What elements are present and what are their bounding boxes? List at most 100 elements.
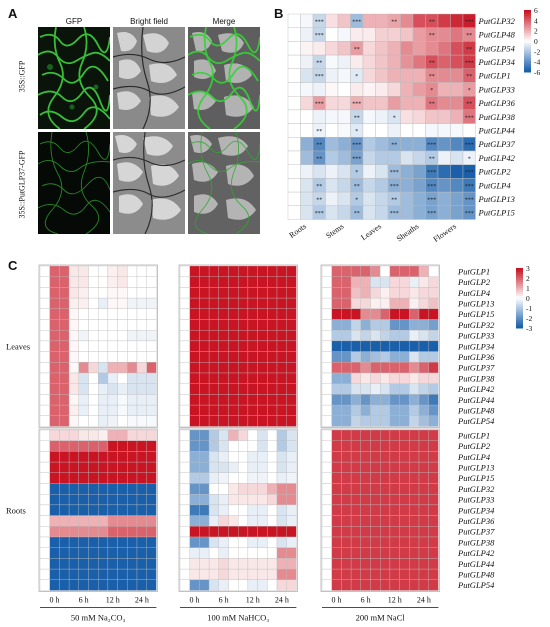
- cell-c: [59, 362, 70, 374]
- cell-c: [418, 579, 429, 591]
- cell-c: [321, 547, 332, 559]
- cell-c: [189, 297, 200, 309]
- cell-c: [428, 504, 439, 516]
- micrograph-bright-glp37: [113, 132, 185, 234]
- cell-c: [199, 579, 210, 591]
- cell-c: [68, 319, 79, 331]
- cell-c: [199, 319, 210, 331]
- cell-c: [238, 504, 249, 516]
- sig-marker: ***: [352, 102, 361, 108]
- sig-marker: ***: [465, 60, 474, 66]
- cell-c: [276, 558, 287, 570]
- cell-b: [400, 95, 414, 111]
- cell-c: [189, 351, 200, 363]
- sig-marker: **: [354, 115, 360, 121]
- cell-b: [450, 123, 464, 138]
- cell-c: [257, 568, 268, 580]
- cell-c: [218, 362, 229, 374]
- cell-c: [389, 383, 400, 395]
- cell-c: [418, 383, 429, 395]
- sig-marker: **: [316, 184, 322, 190]
- cell-c: [321, 526, 332, 538]
- cell-c: [136, 461, 147, 473]
- cell-c: [341, 394, 352, 406]
- cell-c: [39, 472, 50, 484]
- cell-c: [370, 515, 381, 527]
- cell-c: [257, 515, 268, 527]
- cell-c: [286, 526, 297, 538]
- colorbar-c-step: [516, 290, 523, 293]
- cell-c: [59, 340, 70, 352]
- cell-c: [199, 362, 210, 374]
- cell-c: [321, 340, 332, 352]
- cell-c: [238, 394, 249, 406]
- cell-c: [341, 483, 352, 495]
- cell-c: [218, 440, 229, 452]
- cell-c: [399, 394, 410, 406]
- cell-c: [98, 536, 109, 548]
- cell-c: [78, 297, 89, 309]
- cell-c: [146, 515, 157, 527]
- cell-c: [418, 461, 429, 473]
- cell-c: [238, 483, 249, 495]
- cell-c: [59, 429, 70, 441]
- cell-b: [387, 54, 401, 69]
- cell-c: [341, 340, 352, 352]
- colorbar-b-step: [524, 10, 531, 13]
- cell-c: [179, 472, 190, 484]
- cell-c: [331, 483, 342, 495]
- cell-c: [350, 308, 361, 320]
- cell-c: [389, 451, 400, 463]
- cell-b: [362, 191, 376, 207]
- cell-b: [400, 82, 414, 97]
- gene-label-roots: PutGLP48: [457, 569, 495, 579]
- cell-b: [350, 54, 364, 69]
- sig-marker: *: [468, 156, 471, 162]
- cell-c: [360, 319, 371, 331]
- cell-c: [199, 404, 210, 416]
- cell-c: [428, 383, 439, 395]
- gene-label-leaves: PutGLP54: [457, 416, 495, 426]
- cell-c: [146, 547, 157, 559]
- cell-b: [300, 205, 314, 220]
- cell-c: [321, 265, 332, 277]
- cell-b: [400, 123, 414, 138]
- sig-marker: ***: [390, 184, 399, 190]
- cell-c: [39, 394, 50, 406]
- cell-b: [325, 13, 339, 28]
- cell-b: [337, 178, 351, 193]
- cell-b: [325, 68, 339, 83]
- cell-c: [360, 429, 371, 441]
- cell-c: [321, 558, 332, 570]
- tissue-label: Sheaths: [395, 222, 421, 244]
- cell-c: [389, 415, 400, 427]
- cell-c: [238, 461, 249, 473]
- cell-c: [247, 394, 258, 406]
- cell-c: [189, 394, 200, 406]
- cell-b: [325, 82, 339, 97]
- cell-c: [399, 536, 410, 548]
- cell-b: [437, 109, 451, 124]
- cell-c: [136, 515, 147, 527]
- cell-c: [68, 351, 79, 363]
- cell-c: [218, 351, 229, 363]
- cell-c: [360, 265, 371, 277]
- cell-b: [450, 137, 464, 152]
- cell-c: [228, 330, 239, 342]
- cell-c: [247, 383, 258, 395]
- colorbar-c-step: [516, 286, 523, 289]
- cell-c: [360, 504, 371, 516]
- cell-c: [350, 383, 361, 395]
- cell-c: [88, 579, 99, 591]
- cell-c: [247, 536, 258, 548]
- cell-b: [375, 178, 389, 193]
- cell-b: [350, 27, 364, 42]
- micrograph-merge-glp37: [188, 132, 260, 234]
- colorbar-b-step: [524, 61, 531, 65]
- cell-c: [331, 494, 342, 506]
- cell-c: [117, 383, 128, 395]
- cell-c: [59, 351, 70, 363]
- cell-c: [117, 451, 128, 463]
- cell-c: [199, 504, 210, 516]
- colorbar-c-step: [516, 274, 523, 277]
